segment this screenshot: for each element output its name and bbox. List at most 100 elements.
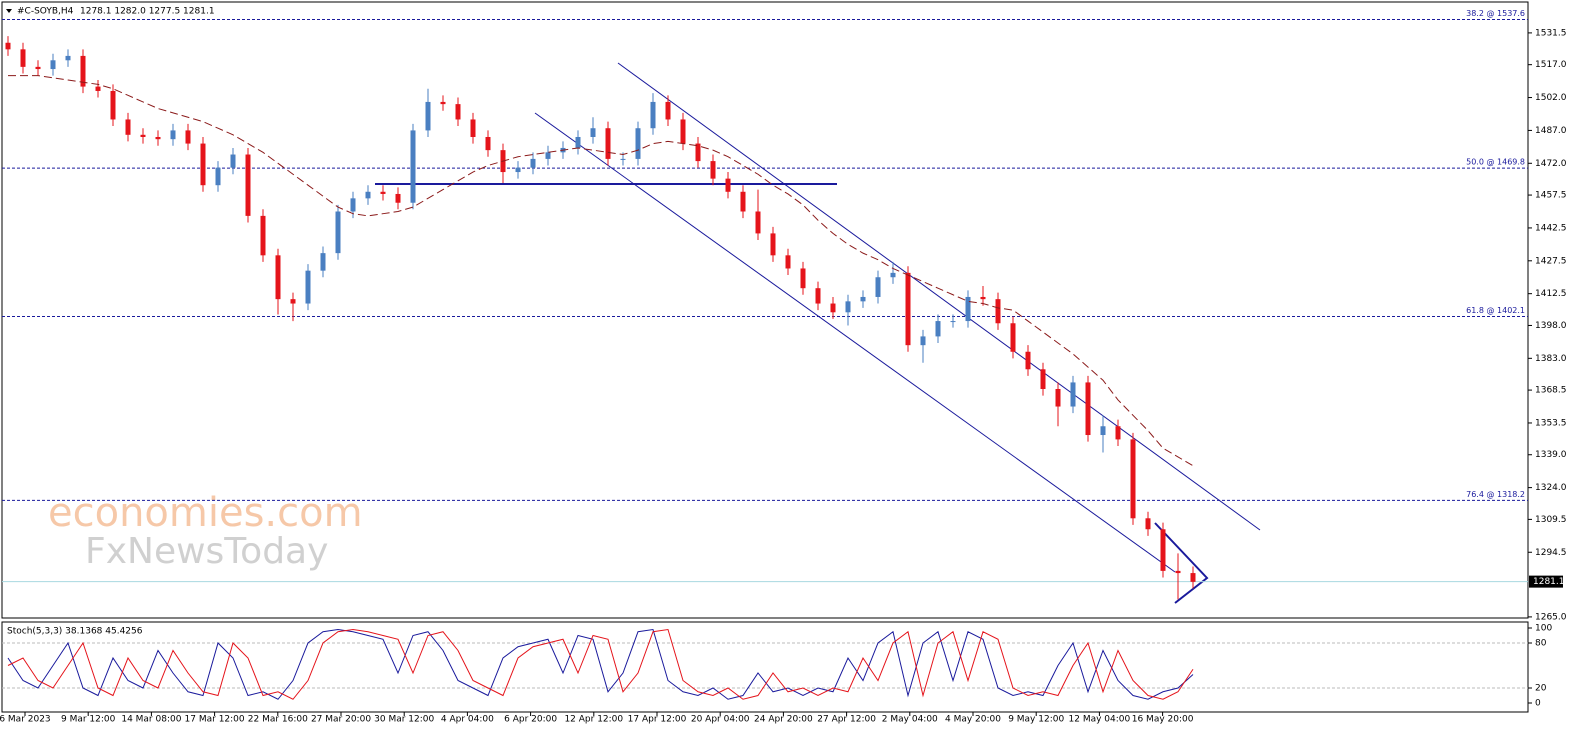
candle-body <box>530 158 536 168</box>
candle-body <box>1040 369 1046 389</box>
candle-body <box>905 272 911 346</box>
y-tick-label: 1457.5 <box>1535 191 1567 201</box>
candle-body <box>830 303 836 313</box>
x-tick-label: 16 May 20:00 <box>1132 715 1194 725</box>
stoch-title: Stoch(5,3,3) 38.1368 45.4256 <box>7 627 143 637</box>
candle-body <box>290 299 296 304</box>
candle-body <box>1070 382 1076 407</box>
candle-body <box>710 161 716 179</box>
y-tick-label: 1368.5 <box>1535 386 1567 396</box>
x-tick-label: 2 May 04:00 <box>882 715 938 725</box>
candle-body <box>665 101 671 120</box>
candle-body <box>1130 439 1136 519</box>
stoch-panel <box>1 621 1529 713</box>
candle-body <box>185 130 191 144</box>
candle-body <box>770 233 776 256</box>
candle-body <box>425 101 431 131</box>
candle-body <box>65 55 71 61</box>
ohlc: 1278.1 1282.0 1277.5 1281.1 <box>80 7 215 17</box>
y-tick-label: 1472.0 <box>1535 159 1567 169</box>
x-tick-label: 17 Apr 12:00 <box>628 715 687 725</box>
candle-body <box>455 104 461 120</box>
candle-body <box>785 255 791 269</box>
y-tick-label: 1294.5 <box>1535 548 1567 558</box>
candle-body <box>215 167 221 186</box>
candle-body <box>1100 426 1106 436</box>
y-tick-label: 80 <box>1535 639 1547 649</box>
candle-body <box>620 158 626 160</box>
moving-average <box>8 75 1194 467</box>
candle-body <box>995 299 1001 324</box>
candle-body <box>965 296 971 322</box>
candle-body <box>50 60 56 70</box>
stoch-line <box>7 628 1194 700</box>
fib-label: 61.8 @ 1402.1 <box>1466 306 1525 315</box>
candle-body <box>935 321 941 337</box>
x-tick-label: 20 Apr 04:00 <box>691 715 750 725</box>
candle-body <box>395 193 401 203</box>
candle-body <box>335 211 341 254</box>
y-tick-label: 1265.0 <box>1535 612 1567 622</box>
candle-body <box>845 301 851 313</box>
candle-body <box>410 130 416 203</box>
y-tick-label: 1442.5 <box>1535 223 1567 233</box>
candle-body <box>5 42 11 50</box>
candle-body <box>35 66 41 70</box>
menu-icon[interactable] <box>6 9 12 13</box>
candle-body <box>350 198 356 212</box>
candle-body <box>200 143 206 186</box>
candle-body <box>650 101 656 129</box>
candle-body <box>140 134 146 137</box>
candle-body <box>590 128 596 137</box>
candle-body <box>1055 388 1061 407</box>
y-tick-label: 1412.5 <box>1535 289 1567 299</box>
candle-body <box>80 55 86 87</box>
x-tick-label: 17 Mar 12:00 <box>185 715 245 725</box>
y-tick-label: 1398.0 <box>1535 321 1567 331</box>
candle-body <box>155 136 161 140</box>
fib-label: 50.0 @ 1469.8 <box>1466 158 1525 167</box>
candle-body <box>125 119 131 135</box>
x-tick-label: 22 Mar 16:00 <box>248 715 308 725</box>
candle-body <box>695 143 701 162</box>
candle-body <box>275 255 281 300</box>
y-tick-label: 1383.0 <box>1535 354 1567 364</box>
y-tick-label: 1324.0 <box>1535 483 1567 493</box>
candle-body <box>1025 351 1031 370</box>
candle-body <box>515 167 521 173</box>
candle-body <box>260 215 266 256</box>
x-tick-label: 6 Mar 2023 <box>0 715 51 725</box>
x-tick-label: 9 May 12:00 <box>1008 715 1064 725</box>
last-price-box <box>1529 575 1563 588</box>
candle-body <box>170 130 176 140</box>
x-tick-label: 27 Mar 20:00 <box>311 715 371 725</box>
candle-body <box>245 154 251 216</box>
y-tick-label: 1353.5 <box>1535 418 1567 428</box>
candle-body <box>860 296 866 302</box>
candle-body <box>1175 570 1181 574</box>
candle-body <box>95 86 101 91</box>
y-tick-label: 1339.0 <box>1535 450 1567 460</box>
candle-body <box>740 191 746 212</box>
candle-body <box>950 321 956 323</box>
candle-body <box>755 211 761 234</box>
x-tick-label: 27 Apr 12:00 <box>817 715 876 725</box>
last-price-label: 1281.1 <box>1533 577 1565 587</box>
channel-line <box>534 112 1176 573</box>
y-tick-label: 1517.0 <box>1535 60 1567 70</box>
candle-body <box>485 136 491 151</box>
watermark: economies.com <box>48 490 363 536</box>
fib-label: 76.4 @ 1318.2 <box>1466 490 1525 499</box>
candle-body <box>110 90 116 120</box>
x-tick-label: 24 Apr 20:00 <box>754 715 813 725</box>
x-tick-label: 12 Apr 12:00 <box>564 715 623 725</box>
candle-body <box>1085 382 1091 436</box>
y-tick-label: 1502.0 <box>1535 93 1567 103</box>
channel-line <box>617 62 1261 531</box>
y-tick-label: 100 <box>1535 624 1552 634</box>
candle-body <box>320 253 326 271</box>
x-tick-label: 9 Mar 12:00 <box>61 715 116 725</box>
y-tick-label: 0 <box>1535 699 1541 709</box>
x-tick-label: 4 Apr 04:00 <box>441 715 494 725</box>
candle-body <box>365 191 371 199</box>
